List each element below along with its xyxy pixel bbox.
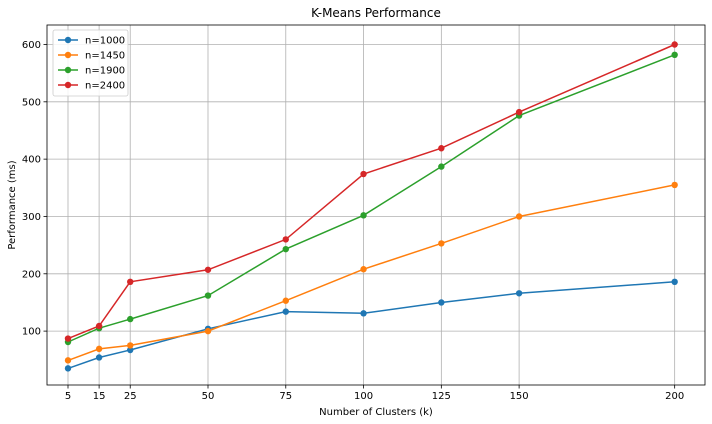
legend-marker <box>64 36 72 44</box>
data-point <box>282 245 289 253</box>
data-point <box>671 278 678 286</box>
x-tick-label: 5 <box>65 391 71 402</box>
data-point <box>95 322 103 330</box>
series-line <box>67 43 675 340</box>
legend-box <box>52 29 129 97</box>
y-axis-label: Performance (ms) <box>7 160 18 249</box>
data-point <box>515 108 523 116</box>
series-n-2400 <box>64 41 678 342</box>
legend-marker <box>64 81 72 89</box>
legend-label: n=2400 <box>85 81 125 92</box>
grid-lines <box>47 25 705 385</box>
data-point <box>64 357 72 364</box>
x-tick-label: 150 <box>510 391 529 402</box>
y-tick-label: 400 <box>22 155 41 166</box>
data-point <box>515 213 523 220</box>
legend-marker <box>64 51 72 59</box>
data-point <box>671 51 678 59</box>
data-point <box>127 342 134 349</box>
series-line <box>67 54 675 343</box>
data-point <box>95 345 103 353</box>
legend-label: n=1450 <box>85 51 125 62</box>
data-point <box>438 145 445 152</box>
x-axis-label: Number of Clusters (k) <box>319 407 433 418</box>
legend-label: n=1000 <box>85 36 125 47</box>
x-tick-label: 100 <box>354 391 373 402</box>
legend-label: n=1900 <box>85 66 125 77</box>
axis-ticks: 5 15 25 50 75 100 125 150 200 100 200 300 400 500 600 <box>22 40 684 402</box>
legend-item: n=2400 <box>58 81 125 92</box>
x-tick-label: 15 <box>93 391 106 402</box>
chart-title: K-Means Performance <box>311 6 441 20</box>
data-point <box>64 335 72 342</box>
data-point <box>360 170 367 178</box>
series-n-1900 <box>64 51 678 346</box>
data-point <box>515 290 523 297</box>
series-n-1000 <box>64 278 678 372</box>
series-line <box>67 281 675 370</box>
data-point <box>204 327 212 335</box>
legend-item: n=1450 <box>58 51 125 62</box>
legend-marker <box>64 66 72 74</box>
data-point <box>127 278 134 286</box>
data-point <box>282 308 289 315</box>
y-tick-label: 200 <box>22 269 41 280</box>
data-point <box>671 181 678 189</box>
x-tick-label: 25 <box>124 391 137 402</box>
data-point <box>204 292 212 299</box>
plot-frame <box>46 24 706 386</box>
x-tick-label: 75 <box>279 391 292 402</box>
y-tick-label: 300 <box>22 212 41 223</box>
data-point <box>360 266 367 273</box>
x-tick-label: 200 <box>665 391 684 402</box>
data-point <box>671 41 678 48</box>
legend-item: n=1000 <box>58 36 125 47</box>
data-point <box>282 297 289 304</box>
legend: n=1000 n=1450 n=1900 n=2400 <box>52 29 129 97</box>
y-tick-label: 100 <box>22 327 41 338</box>
data-point <box>360 310 367 317</box>
data-point <box>95 354 103 361</box>
series-n-1450 <box>64 181 678 364</box>
data-point <box>127 346 134 354</box>
x-tick-label: 50 <box>202 391 215 402</box>
x-tick-label: 125 <box>432 391 451 402</box>
y-tick-label: 600 <box>22 40 41 51</box>
data-point <box>64 365 72 372</box>
y-tick-label: 500 <box>22 97 41 108</box>
data-point <box>127 315 134 323</box>
data-point <box>438 163 445 170</box>
data-point <box>282 236 289 243</box>
legend-item: n=1900 <box>58 66 125 77</box>
data-point <box>360 212 367 219</box>
data-point <box>204 266 212 273</box>
data-point <box>438 240 445 247</box>
series-layer <box>64 41 678 372</box>
data-point <box>438 299 445 306</box>
